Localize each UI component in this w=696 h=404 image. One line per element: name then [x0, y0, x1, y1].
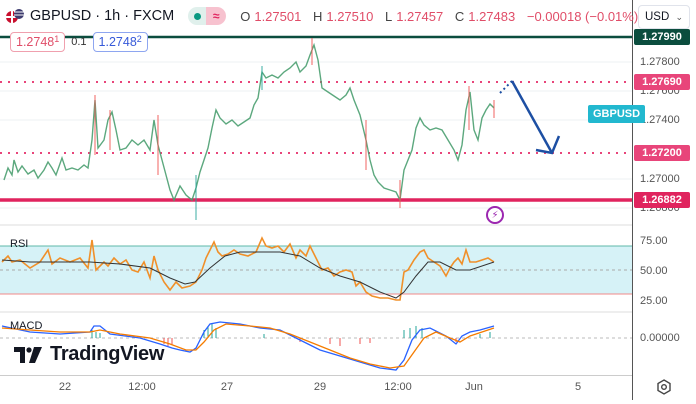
ohlc-values: O 1.27501 H 1.27510 L 1.27457 C 1.27483 −0.0… [240, 8, 639, 24]
buy-button[interactable]: 1.2748 2 [92, 32, 148, 52]
support-price-tag: 1.26882 [634, 192, 690, 208]
replay-wave-icon: ≈ [206, 7, 227, 25]
settings-gear-icon[interactable] [655, 378, 673, 396]
time-label: 12:00 [128, 381, 156, 393]
price-change: −0.00018 (−0.01%) [526, 8, 639, 24]
symbol-title[interactable]: GBPUSD · 1h · FXCM [30, 8, 175, 24]
macd-axis-label: 0.00000 [640, 332, 680, 344]
tradingview-logo[interactable]: TradingView [14, 343, 164, 366]
time-label: 29 [313, 381, 327, 393]
time-label: 12:00 [384, 381, 412, 393]
rsi-axis-label: 50.00 [640, 265, 668, 277]
rsi-axis-label: 25.00 [640, 295, 668, 307]
macd-title[interactable]: MACD [10, 320, 43, 332]
market-status-pill[interactable]: ≈ [188, 7, 227, 25]
symbol-price-tag: GBPUSD [588, 105, 646, 123]
resistance-price-tag: 1.27990 [634, 29, 690, 45]
sell-button[interactable]: 1.2748 1 [10, 32, 66, 52]
price-axis-label: 1.27400 [640, 114, 680, 126]
currency-dropdown[interactable]: USD ⌄ [638, 5, 690, 29]
rsi-title[interactable]: RSI [10, 238, 29, 250]
price-axis-divider [632, 0, 633, 400]
time-label: 5 [574, 381, 582, 393]
target-price-tag: 1.27200 [634, 145, 690, 161]
price-chart[interactable] [0, 0, 632, 375]
price-axis-label: 1.27000 [640, 173, 680, 185]
chart-legend: GBPUSD · 1h · FXCM ≈ O 1.27501 H 1.27510 L… [6, 5, 642, 27]
price-axis-label: 1.27800 [640, 56, 680, 68]
time-axis[interactable]: 22 12:00 27 29 12:00 Jun 5 [0, 375, 632, 397]
time-label: Jun [465, 381, 483, 393]
candles [3, 42, 495, 203]
time-label: 22 [58, 381, 72, 393]
dotted-resistance-price-tag: 1.27690 [634, 74, 690, 90]
signal-line [1, 323, 495, 369]
rsi-axis-label: 75.00 [640, 235, 668, 247]
gbp-usd-flag-icon [6, 9, 24, 23]
projection-arrow [499, 80, 561, 155]
lightning-event-icon[interactable]: ⚡ [486, 206, 504, 224]
market-open-dot-icon [193, 12, 201, 20]
trade-buttons: 1.2748 1 0.1 1.2748 2 [10, 32, 148, 52]
chevron-down-icon: ⌄ [675, 11, 683, 22]
time-label: 27 [220, 381, 234, 393]
spread-value: 0.1 [71, 36, 87, 48]
tradingview-logo-icon [14, 346, 42, 363]
rsi-ma-line [1, 251, 495, 299]
